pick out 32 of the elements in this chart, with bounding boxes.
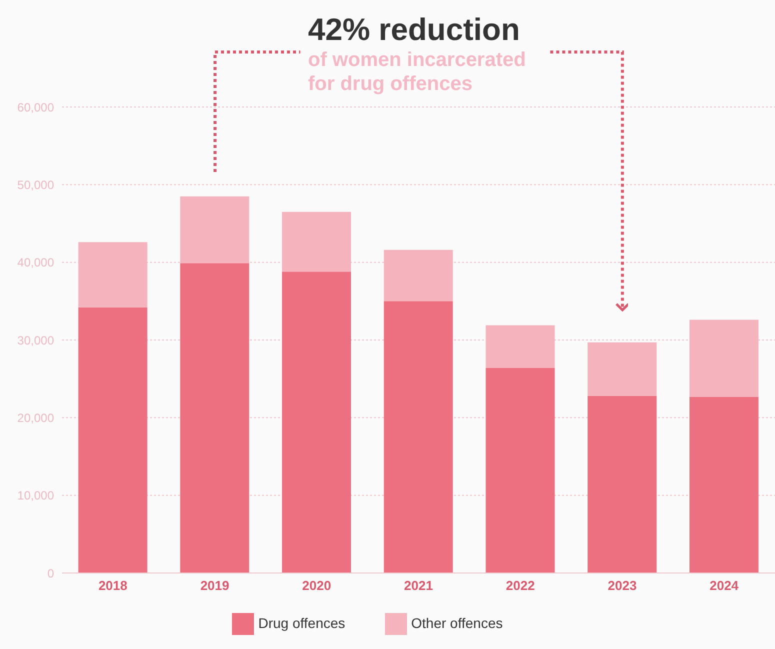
chart-title: 42% reduction xyxy=(307,12,521,48)
y-tick-label: 60,000 xyxy=(17,100,54,114)
bar xyxy=(78,242,148,308)
y-tick-label: 40,000 xyxy=(17,256,54,270)
x-tick-label: 2021 xyxy=(404,578,433,594)
legend-label: Drug offences xyxy=(258,615,346,632)
bar xyxy=(180,196,250,264)
x-tick-label: 2018 xyxy=(98,578,128,594)
bar xyxy=(384,250,453,302)
x-tick-label: 2022 xyxy=(506,578,535,594)
bar xyxy=(588,396,657,573)
y-tick-label: 20,000 xyxy=(17,410,54,425)
legend-label: Other offences xyxy=(411,615,503,632)
y-tick-label: 0 xyxy=(47,566,54,580)
bar xyxy=(78,307,148,573)
x-tick-label: 2023 xyxy=(608,578,637,594)
bar xyxy=(486,368,555,573)
bar xyxy=(282,272,352,573)
y-tick-label: 10,000 xyxy=(17,488,54,503)
bar xyxy=(689,396,758,573)
chart-subtitle: of women incarcerated for drug offences xyxy=(307,48,527,96)
x-tick-label: 2019 xyxy=(200,578,230,594)
bar xyxy=(282,212,352,272)
bar xyxy=(384,301,453,573)
bar xyxy=(486,325,555,368)
bar xyxy=(588,342,657,396)
y-tick-label: 50,000 xyxy=(17,178,54,192)
x-tick-label: 2020 xyxy=(302,578,332,594)
x-tick-label: 2024 xyxy=(710,578,740,594)
bar xyxy=(180,263,250,573)
bar xyxy=(689,320,758,397)
y-tick-label: 30,000 xyxy=(17,333,54,348)
